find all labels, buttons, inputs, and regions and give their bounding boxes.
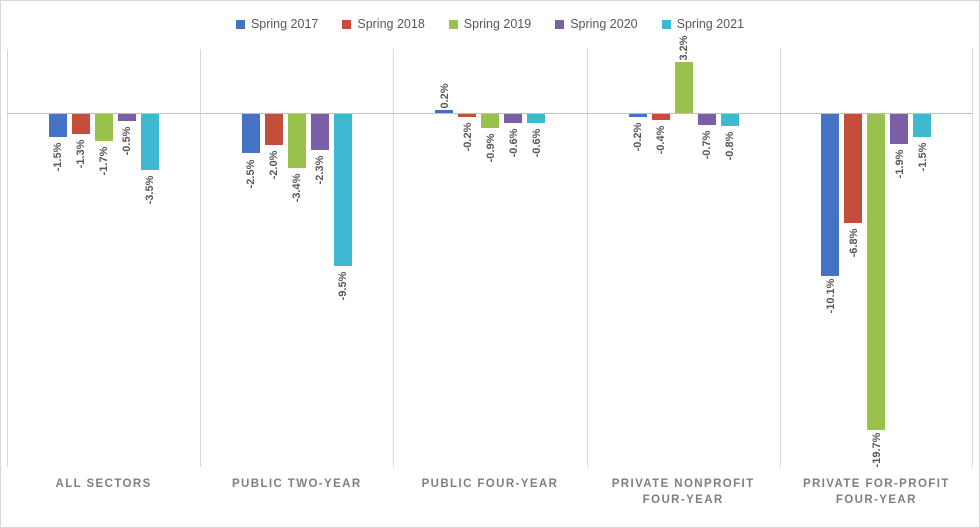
bar-value-label: 0.2% [438,67,450,125]
legend-label-s2017: Spring 2017 [251,17,318,31]
legend-label-s2020: Spring 2020 [570,17,637,31]
bar-value-label: -1.3% [75,125,87,183]
bar-value-label: -2.3% [314,141,326,199]
bars-all: -1.5% -1.3% -1.7% -0.5% -3.5% [8,49,200,467]
bar-all-s2020: -0.5% [118,49,136,467]
bar-privfp4-s2017: -10.1% [821,49,839,467]
legend-swatch-s2019 [449,20,458,29]
bar-value-label: -3.5% [144,161,156,219]
legend-swatch-s2020 [555,20,564,29]
bar-all-s2017: -1.5% [49,49,67,467]
legend-swatch-s2021 [662,20,671,29]
group-privfp4: -10.1% -6.8% -19.7% -1.9% -1.5% [780,49,973,467]
bar-pub2-s2017: -2.5% [242,49,260,467]
bar-privfp4-s2021: -1.5% [913,49,931,467]
bar-all-s2019: -1.7% [95,49,113,467]
category-label-privnp4: PRIVATE NONPROFITFOUR-YEAR [587,471,780,508]
bar-privnp4-s2017: -0.2% [629,49,647,467]
legend-item-s2021: Spring 2021 [662,17,744,31]
bar-value-label: -0.2% [632,108,644,166]
bar-privfp4-s2018: -6.8% [844,49,862,467]
category-label-all: ALL SECTORS [7,471,200,508]
bar-value-label: -0.5% [121,113,133,171]
bars-privfp4: -10.1% -6.8% -19.7% -1.9% -1.5% [781,49,972,467]
bar-pub4-s2019: -0.9% [481,49,499,467]
bar-rect [334,113,352,266]
bar-pub2-s2020: -2.3% [311,49,329,467]
bar-pub4-s2020: -0.6% [504,49,522,467]
bar-pub4-s2018: -0.2% [458,49,476,467]
legend-item-s2020: Spring 2020 [555,17,637,31]
bar-pub2-s2021: -9.5% [334,49,352,467]
legend-label-s2019: Spring 2019 [464,17,531,31]
bar-value-label: -0.6% [530,114,542,172]
legend-label-s2018: Spring 2018 [357,17,424,31]
bar-pub2-s2019: -3.4% [288,49,306,467]
bars-pub4: 0.2% -0.2% -0.9% -0.6% -0.6% [394,49,586,467]
bar-privnp4-s2021: -0.8% [721,49,739,467]
bar-value-label: -0.8% [724,117,736,175]
bar-privfp4-s2020: -1.9% [890,49,908,467]
legend-item-s2018: Spring 2018 [342,17,424,31]
bar-value-label: -9.5% [337,257,349,315]
bar-privnp4-s2020: -0.7% [698,49,716,467]
bar-groups: -1.5% -1.3% -1.7% -0.5% -3.5% -2.5% -2.0% -3.4%… [7,49,973,467]
bar-privnp4-s2018: -0.4% [652,49,670,467]
plot-area: -1.5% -1.3% -1.7% -0.5% -3.5% -2.5% -2.0% -3.4%… [7,49,973,467]
bar-value-label: -0.4% [655,111,667,169]
bar-value-label: -0.9% [484,119,496,177]
zero-baseline [7,113,973,114]
legend-item-s2017: Spring 2017 [236,17,318,31]
bar-value-label: -6.8% [847,214,859,272]
bar-value-label: -0.6% [507,114,519,172]
bar-value-label: -1.7% [98,132,110,190]
group-pub4: 0.2% -0.2% -0.9% -0.6% -0.6% [393,49,586,467]
bars-privnp4: -0.2% -0.4% 3.2% -0.7% -0.8% [588,49,780,467]
bar-value-label: -0.7% [701,116,713,174]
bar-value-label: -1.5% [52,129,64,187]
bar-all-s2021: -3.5% [141,49,159,467]
bar-value-label: -1.5% [916,129,928,187]
bar-rect [821,113,839,275]
category-label-pub4: PUBLIC FOUR-YEAR [393,471,586,508]
bar-privnp4-s2019: 3.2% [675,49,693,467]
bar-pub4-s2017: 0.2% [435,49,453,467]
bars-pub2: -2.5% -2.0% -3.4% -2.3% -9.5% [201,49,393,467]
x-axis-labels: ALL SECTORSPUBLIC TWO-YEARPUBLIC FOUR-YE… [7,471,973,508]
bar-all-s2018: -1.3% [72,49,90,467]
group-pub2: -2.5% -2.0% -3.4% -2.3% -9.5% [200,49,393,467]
legend: Spring 2017 Spring 2018 Spring 2019 Spring … [7,7,973,49]
enrollment-change-chart: Spring 2017 Spring 2018 Spring 2019 Spring … [0,0,980,528]
category-label-pub2: PUBLIC TWO-YEAR [200,471,393,508]
bar-value-label: 3.2% [678,19,690,77]
bar-rect [867,113,885,430]
legend-swatch-s2018 [342,20,351,29]
bar-value-label: -10.1% [824,267,836,325]
legend-item-s2019: Spring 2019 [449,17,531,31]
group-all: -1.5% -1.3% -1.7% -0.5% -3.5% [7,49,200,467]
group-privnp4: -0.2% -0.4% 3.2% -0.7% -0.8% [587,49,780,467]
bar-pub4-s2021: -0.6% [527,49,545,467]
bar-value-label: -2.5% [245,145,257,203]
bar-pub2-s2018: -2.0% [265,49,283,467]
bar-privfp4-s2019: -19.7% [867,49,885,467]
bar-value-label: -19.7% [870,421,882,479]
bar-value-label: -1.9% [893,135,905,193]
bar-rect [844,113,862,222]
legend-swatch-s2017 [236,20,245,29]
bar-value-label: -0.2% [461,108,473,166]
bar-value-label: -3.4% [291,159,303,217]
bar-value-label: -2.0% [268,137,280,195]
